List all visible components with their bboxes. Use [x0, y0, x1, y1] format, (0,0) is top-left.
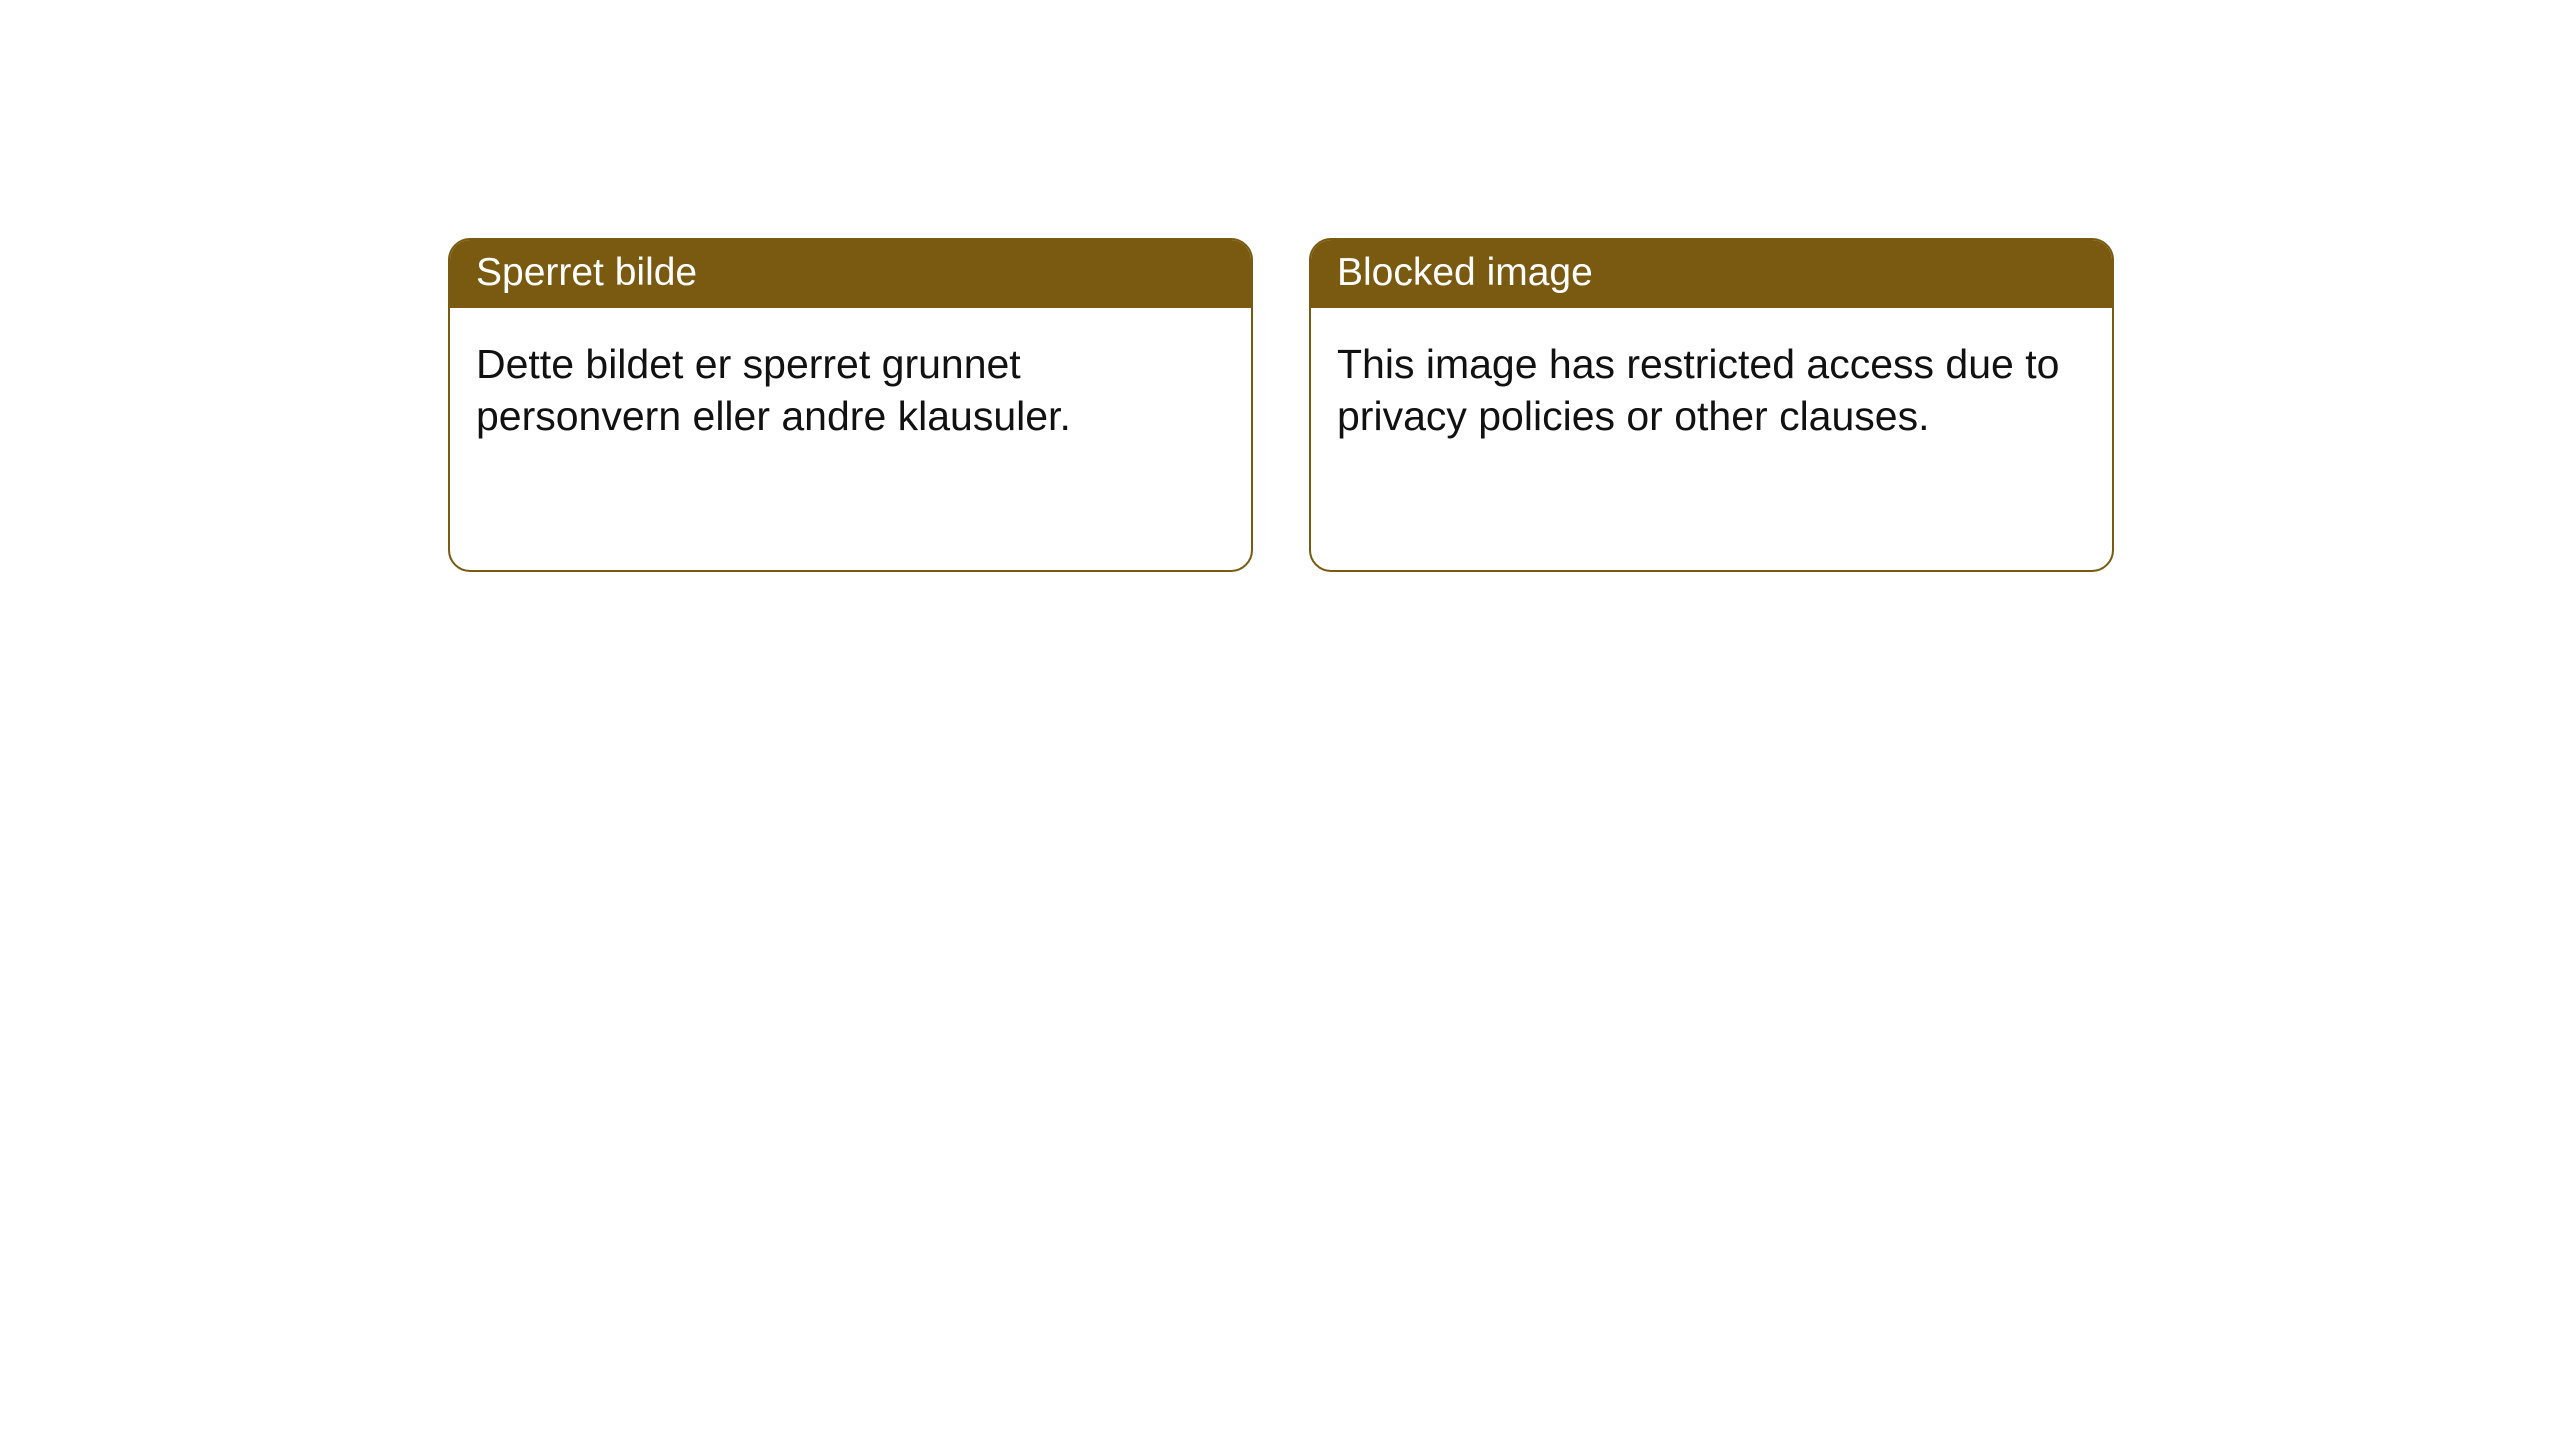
notice-cards-row: Sperret bilde Dette bildet er sperret gr… [448, 238, 2114, 572]
card-title-no: Sperret bilde [450, 240, 1251, 308]
blocked-image-card-no: Sperret bilde Dette bildet er sperret gr… [448, 238, 1253, 572]
card-title-en: Blocked image [1311, 240, 2112, 308]
card-body-en: This image has restricted access due to … [1311, 308, 2112, 463]
blocked-image-card-en: Blocked image This image has restricted … [1309, 238, 2114, 572]
page-stage: Sperret bilde Dette bildet er sperret gr… [0, 0, 2560, 1440]
card-body-no: Dette bildet er sperret grunnet personve… [450, 308, 1251, 463]
